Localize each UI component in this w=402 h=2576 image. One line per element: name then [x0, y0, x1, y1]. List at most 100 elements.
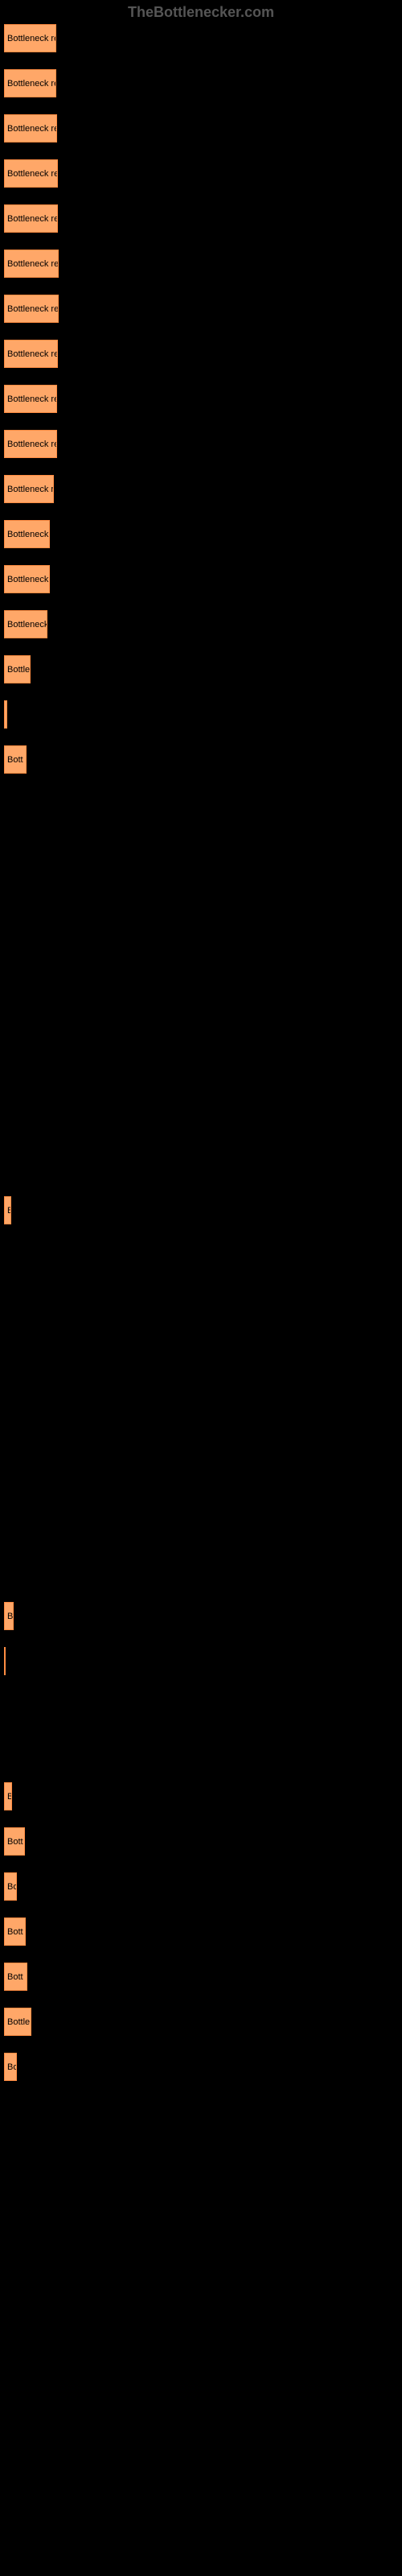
bar-row: B — [4, 1602, 402, 1630]
bar-row — [4, 1467, 402, 1495]
bar: Bottleneck re — [4, 385, 57, 413]
bar-label: B — [7, 1612, 13, 1621]
bar-label: Bo — [7, 2062, 17, 2072]
bar: Bottleneck r — [4, 475, 54, 503]
bar-label: Bott — [7, 1837, 23, 1847]
bar-row: Bottleneck r — [4, 475, 402, 503]
bar: Bottleneck — [4, 565, 50, 593]
bar-label: Bottleneck re — [7, 394, 57, 404]
bar — [4, 1647, 6, 1675]
bar-row — [4, 791, 402, 819]
bar: Bott — [4, 1918, 26, 1946]
bar-row — [4, 836, 402, 864]
bar: Bott — [4, 745, 27, 774]
bar-row — [4, 1106, 402, 1134]
bar: Bo — [4, 2053, 17, 2081]
bar-row: Bottleneck res — [4, 24, 402, 52]
bar-label: Bottleneck — [7, 620, 47, 630]
bar-row — [4, 1241, 402, 1269]
bar-row: Bottleneck re — [4, 159, 402, 188]
bar-row — [4, 971, 402, 999]
bar-row: Bottle — [4, 655, 402, 683]
bar-label: Bott — [7, 1927, 23, 1937]
bar-row: Bo — [4, 1872, 402, 1901]
bar-label: Bottle — [7, 2017, 30, 2027]
bar: Bottleneck re — [4, 250, 59, 278]
bar — [4, 700, 7, 729]
bar-label: Bottleneck re — [7, 349, 58, 359]
bar: Bottleneck re — [4, 159, 58, 188]
bar-label: Bottleneck rec — [7, 124, 57, 134]
bar: Bottleneck — [4, 610, 47, 638]
bar-row: Bottle — [4, 2008, 402, 2036]
bar: Bottleneck re — [4, 204, 58, 233]
bar-row — [4, 881, 402, 909]
bar: Bottleneck rec — [4, 114, 57, 142]
bar-label: Bottleneck res — [7, 79, 56, 89]
bar-row: B — [4, 1782, 402, 1810]
bar: Bo — [4, 1872, 17, 1901]
bar-row — [4, 926, 402, 954]
bar-label: Bottleneck re — [7, 440, 57, 449]
bar-row: Bottleneck — [4, 520, 402, 548]
bar-row — [4, 1647, 402, 1675]
bar-label: Bottleneck re — [7, 169, 58, 179]
watermark-text: TheBottlenecker.com — [128, 4, 274, 21]
bar-row: Bottleneck res — [4, 69, 402, 97]
bar: Bottleneck re — [4, 295, 59, 323]
bar: Bott — [4, 1963, 27, 1991]
bar: Bottleneck re — [4, 430, 57, 458]
bar-row: Bottleneck re — [4, 250, 402, 278]
bar-label: B — [7, 1792, 12, 1802]
bar-row — [4, 1151, 402, 1179]
bar-row: Bott — [4, 745, 402, 774]
bar-row — [4, 1422, 402, 1450]
bar: B — [4, 1196, 11, 1224]
bar-row: Bott — [4, 1827, 402, 1856]
bar-label: Bottleneck — [7, 575, 48, 584]
bar-row — [4, 1377, 402, 1405]
bar-label: Bottleneck re — [7, 304, 59, 314]
bar: B — [4, 1602, 14, 1630]
bar-label: Bott — [7, 1972, 23, 1982]
bar-row: Bottleneck re — [4, 340, 402, 368]
bar-label: B — [7, 1206, 11, 1216]
bar-row — [4, 700, 402, 729]
bar-row: Bottleneck re — [4, 430, 402, 458]
bar-label: Bott — [7, 755, 23, 765]
bar-row: Bo — [4, 2053, 402, 2081]
bar-row: Bottleneck rec — [4, 114, 402, 142]
bar-row — [4, 1692, 402, 1720]
bar-row: Bottleneck — [4, 565, 402, 593]
bar-label: Bottleneck r — [7, 485, 54, 494]
bar-row — [4, 1331, 402, 1360]
bar-row: Bott — [4, 1963, 402, 1991]
bar-label: Bottleneck — [7, 530, 48, 539]
bar: Bottleneck re — [4, 340, 58, 368]
bar-label: Bo — [7, 1882, 17, 1892]
bar-label: Bottleneck res — [7, 34, 56, 43]
bar-row — [4, 1557, 402, 1585]
bar: Bottleneck res — [4, 24, 56, 52]
bar-label: Bottle — [7, 665, 30, 675]
bar-row: Bottleneck re — [4, 295, 402, 323]
bar-row: B — [4, 1196, 402, 1224]
bar: B — [4, 1782, 12, 1810]
bar-label: Bottleneck re — [7, 214, 58, 224]
bar: Bottle — [4, 2008, 31, 2036]
chart-container: Bottleneck res Bottleneck res Bottleneck r… — [0, 0, 402, 2114]
bar: Bott — [4, 1827, 25, 1856]
bar-row — [4, 1061, 402, 1089]
bar-row — [4, 1016, 402, 1044]
bar-row: Bottleneck re — [4, 204, 402, 233]
bar-row: Bott — [4, 1918, 402, 1946]
bar-row — [4, 1286, 402, 1315]
bar-row — [4, 1737, 402, 1765]
bar: Bottle — [4, 655, 31, 683]
bar-row: Bottleneck re — [4, 385, 402, 413]
bar: Bottleneck — [4, 520, 50, 548]
bar-row: Bottleneck — [4, 610, 402, 638]
bar-label: Bottleneck re — [7, 259, 59, 269]
bar-row — [4, 1512, 402, 1540]
bar: Bottleneck res — [4, 69, 56, 97]
